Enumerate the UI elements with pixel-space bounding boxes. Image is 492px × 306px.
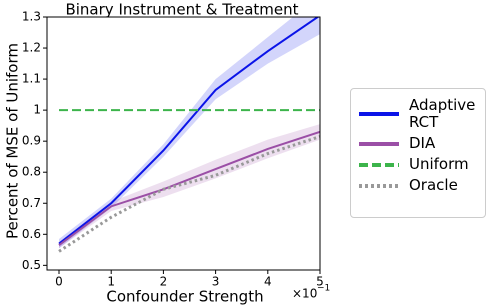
x-scale-exponent: −1 — [317, 284, 330, 294]
series-line — [58, 17, 320, 245]
y-tick-label: 1.3 — [22, 10, 41, 24]
x-tick-label: 4 — [264, 275, 272, 289]
y-tick-label: 1 — [33, 103, 41, 117]
y-tick-label: 0.6 — [22, 227, 41, 241]
y-tick-label: 1.1 — [22, 72, 41, 86]
legend-item: DIA — [357, 135, 479, 152]
legend-label: Adaptive RCT — [409, 96, 476, 131]
legend-item: Adaptive RCT — [357, 97, 479, 131]
y-tick-label: 0.5 — [22, 258, 41, 272]
legend-swatch — [359, 141, 399, 146]
confidence-band — [59, 17, 320, 249]
legend-item: Oracle — [357, 177, 479, 194]
y-tick-label: 0.8 — [22, 165, 41, 179]
plot-frame — [46, 16, 321, 271]
legend: Adaptive RCT DIA Uniform Oracle — [350, 88, 486, 218]
series-line — [58, 135, 320, 253]
legend-swatch — [359, 112, 399, 116]
legend-swatch — [359, 162, 399, 167]
y-axis-label: Percent of MSE of Uniform — [4, 43, 22, 239]
y-tick-label: 0.7 — [22, 196, 41, 210]
y-tick-label: 1.2 — [22, 41, 41, 55]
legend-label: DIA — [409, 134, 436, 152]
legend-label: Uniform — [409, 155, 469, 173]
x-tick-label: 2 — [160, 275, 168, 289]
confidence-band — [59, 124, 320, 249]
series-line — [58, 130, 320, 246]
chart-title: Binary Instrument & Treatment — [65, 1, 298, 19]
legend-swatch — [359, 183, 399, 188]
x-tick-label: 3 — [212, 275, 220, 289]
x-scale-base: ×10 — [292, 287, 317, 301]
legend-label: Oracle — [409, 176, 458, 194]
x-tick-label: 0 — [55, 275, 63, 289]
plot-area — [58, 17, 320, 253]
legend-item: Uniform — [357, 156, 479, 173]
x-axis-label: Confounder Strength — [106, 288, 263, 306]
x-tick-label: 1 — [107, 275, 115, 289]
x-tick-label: 5 — [316, 275, 324, 289]
y-tick-label: 0.9 — [22, 134, 41, 148]
